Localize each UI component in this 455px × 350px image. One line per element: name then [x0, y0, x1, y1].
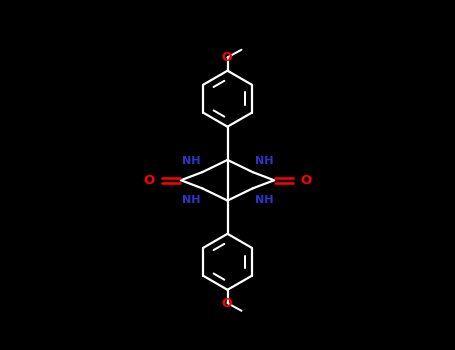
- Text: O: O: [300, 174, 311, 187]
- Text: NH: NH: [255, 195, 273, 205]
- Text: NH: NH: [182, 156, 200, 166]
- Text: NH: NH: [255, 156, 273, 166]
- Text: NH: NH: [182, 195, 200, 205]
- Text: O: O: [222, 296, 232, 310]
- Text: O: O: [144, 174, 155, 187]
- Text: O: O: [222, 51, 232, 64]
